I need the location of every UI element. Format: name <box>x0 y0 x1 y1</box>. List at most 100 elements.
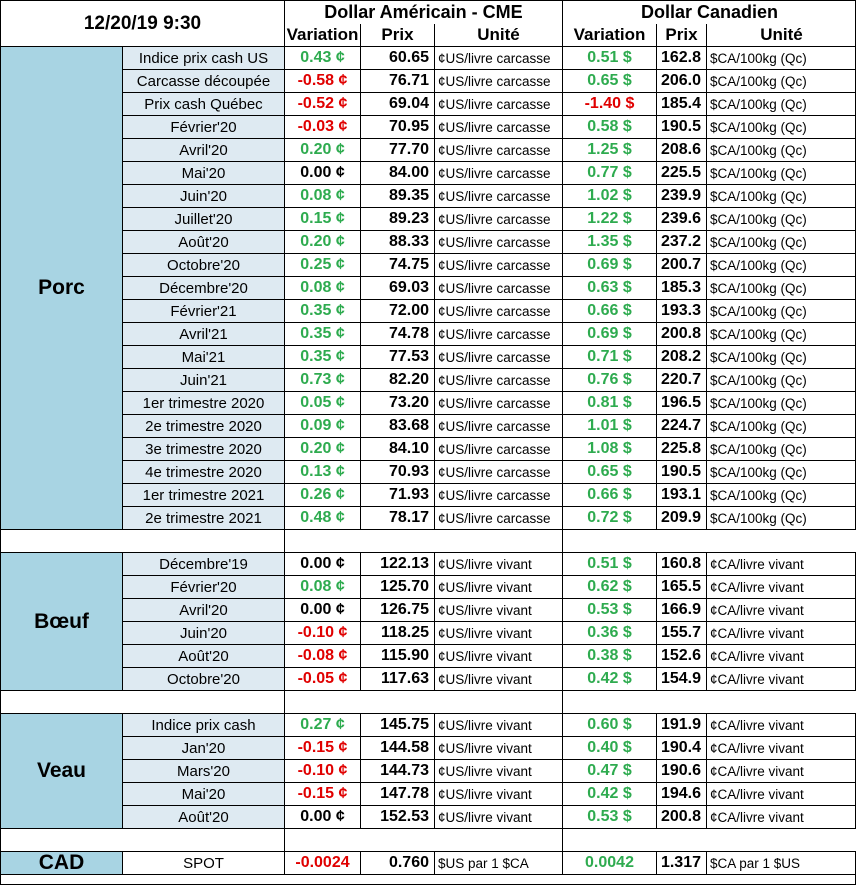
row-label: Juin'20 <box>123 622 285 645</box>
us-unit: ¢US/livre carcasse <box>435 231 563 254</box>
ca-unit: ¢CA/livre vivant <box>707 714 856 737</box>
row-label: SPOT <box>123 852 285 875</box>
us-price: 70.93 <box>361 461 435 484</box>
report-datetime: 12/20/19 9:30 <box>1 1 285 47</box>
ca-price: 208.6 <box>657 139 707 162</box>
ca-variation: 0.72 $ <box>563 507 657 530</box>
row-label: Février'20 <box>123 116 285 139</box>
ca-variation: 0.69 $ <box>563 254 657 277</box>
spacer-row <box>285 530 563 553</box>
spacer-row <box>563 691 856 714</box>
ca-price: 225.8 <box>657 438 707 461</box>
us-price: 125.70 <box>361 576 435 599</box>
row-label: Juin'21 <box>123 369 285 392</box>
us-price: 71.93 <box>361 484 435 507</box>
ca-variation: 1.02 $ <box>563 185 657 208</box>
us-price: 147.78 <box>361 783 435 806</box>
ca-price: 185.4 <box>657 93 707 116</box>
us-unit-header: Unité <box>435 24 563 47</box>
us-price: 83.68 <box>361 415 435 438</box>
us-unit: ¢US/livre carcasse <box>435 70 563 93</box>
ca-variation: 1.35 $ <box>563 231 657 254</box>
us-unit: ¢US/livre carcasse <box>435 438 563 461</box>
us-price: 74.78 <box>361 323 435 346</box>
us-price: 144.58 <box>361 737 435 760</box>
ca-price: 194.6 <box>657 783 707 806</box>
ca-unit: $CA/100kg (Qc) <box>707 484 856 507</box>
ca-price: 200.7 <box>657 254 707 277</box>
ca-unit: ¢CA/livre vivant <box>707 645 856 668</box>
us-price: 145.75 <box>361 714 435 737</box>
row-label: Avril'21 <box>123 323 285 346</box>
us-unit: ¢US/livre carcasse <box>435 116 563 139</box>
ca-variation: 0.42 $ <box>563 783 657 806</box>
us-price: 73.20 <box>361 392 435 415</box>
us-price: 60.65 <box>361 47 435 70</box>
row-label: Prix cash Québec <box>123 93 285 116</box>
ca-unit: $CA/100kg (Qc) <box>707 93 856 116</box>
spacer-row <box>563 530 856 553</box>
us-unit: ¢US/livre carcasse <box>435 185 563 208</box>
us-price: 152.53 <box>361 806 435 829</box>
ca-price: 237.2 <box>657 231 707 254</box>
ca-price: 239.9 <box>657 185 707 208</box>
us-price: 69.03 <box>361 277 435 300</box>
cad-dollar-title: Dollar Canadien <box>563 1 856 24</box>
ca-unit: $CA par 1 $US <box>707 852 856 875</box>
us-unit: ¢US/livre carcasse <box>435 461 563 484</box>
us-unit: ¢US/livre carcasse <box>435 323 563 346</box>
ca-unit: $CA/100kg (Qc) <box>707 139 856 162</box>
us-unit: ¢US/livre vivant <box>435 714 563 737</box>
row-label: Décembre'19 <box>123 553 285 576</box>
ca-unit: $CA/100kg (Qc) <box>707 461 856 484</box>
ca-variation: 0.81 $ <box>563 392 657 415</box>
ca-variation: 0.77 $ <box>563 162 657 185</box>
us-variation: -0.10 ¢ <box>285 760 361 783</box>
us-price: 84.10 <box>361 438 435 461</box>
ca-variation: 0.36 $ <box>563 622 657 645</box>
ca-unit: $CA/100kg (Qc) <box>707 346 856 369</box>
ca-price: 160.8 <box>657 553 707 576</box>
ca-price: 239.6 <box>657 208 707 231</box>
us-unit: ¢US/livre carcasse <box>435 277 563 300</box>
ca-price: 190.4 <box>657 737 707 760</box>
us-unit: ¢US/livre carcasse <box>435 300 563 323</box>
us-unit: ¢US/livre carcasse <box>435 47 563 70</box>
us-variation: -0.0024 <box>285 852 361 875</box>
us-variation: 0.05 ¢ <box>285 392 361 415</box>
row-label: 1er trimestre 2021 <box>123 484 285 507</box>
ca-price: 225.5 <box>657 162 707 185</box>
us-unit: ¢US/livre vivant <box>435 668 563 691</box>
ca-unit: $CA/100kg (Qc) <box>707 277 856 300</box>
ca-unit: ¢CA/livre vivant <box>707 783 856 806</box>
row-label: Avril'20 <box>123 599 285 622</box>
us-price: 77.53 <box>361 346 435 369</box>
ca-price: 155.7 <box>657 622 707 645</box>
ca-variation: 0.69 $ <box>563 323 657 346</box>
row-label: Février'20 <box>123 576 285 599</box>
us-variation: 0.35 ¢ <box>285 300 361 323</box>
ca-variation: 0.65 $ <box>563 461 657 484</box>
row-label: Octobre'20 <box>123 668 285 691</box>
us-variation: -0.10 ¢ <box>285 622 361 645</box>
ca-price: 190.5 <box>657 116 707 139</box>
ca-unit: $CA/100kg (Qc) <box>707 438 856 461</box>
ca-variation: 0.53 $ <box>563 806 657 829</box>
us-unit: ¢US/livre vivant <box>435 599 563 622</box>
ca-variation: 0.42 $ <box>563 668 657 691</box>
ca-unit: $CA/100kg (Qc) <box>707 162 856 185</box>
ca-variation: 0.0042 <box>563 852 657 875</box>
ca-unit: ¢CA/livre vivant <box>707 806 856 829</box>
ca-variation: 1.25 $ <box>563 139 657 162</box>
us-price: 118.25 <box>361 622 435 645</box>
spacer-row <box>563 829 856 852</box>
us-price: 144.73 <box>361 760 435 783</box>
row-label: Indice prix cash US <box>123 47 285 70</box>
ca-variation: 0.62 $ <box>563 576 657 599</box>
spacer-row <box>285 691 563 714</box>
us-price: 89.35 <box>361 185 435 208</box>
row-label: Mai'20 <box>123 162 285 185</box>
row-label: Juin'20 <box>123 185 285 208</box>
us-unit: ¢US/livre carcasse <box>435 208 563 231</box>
section-label-2: Veau <box>1 714 123 829</box>
